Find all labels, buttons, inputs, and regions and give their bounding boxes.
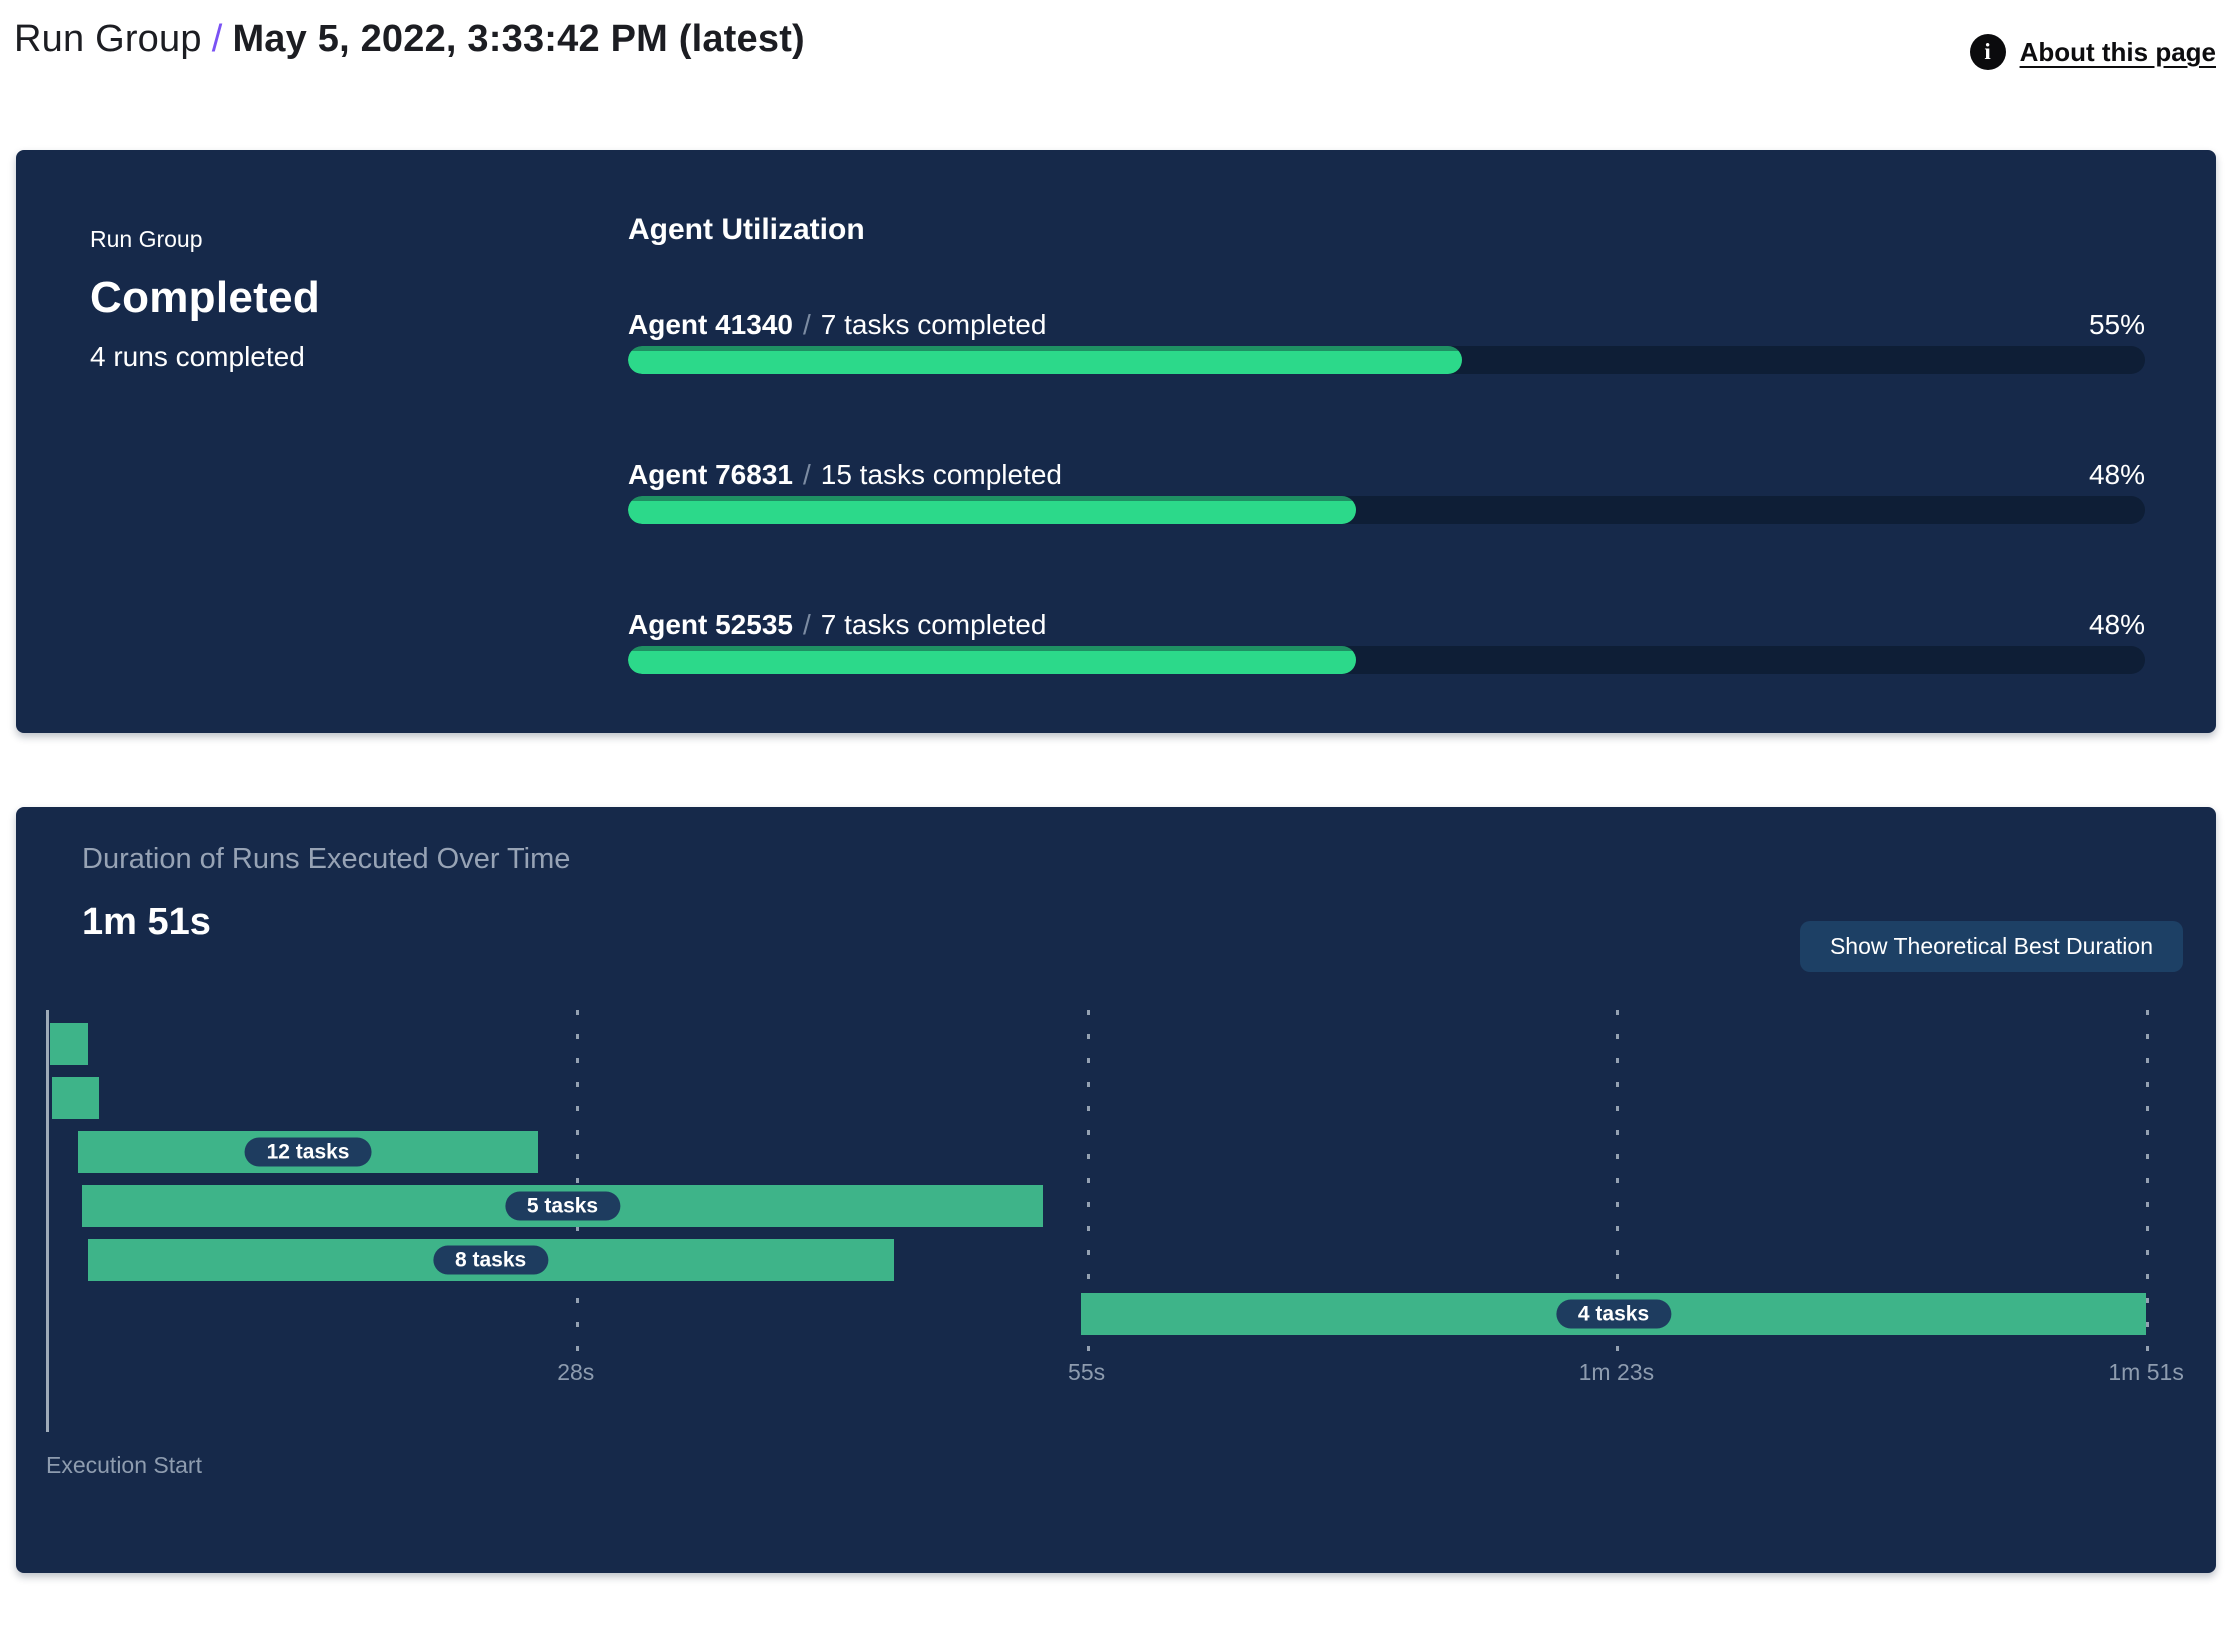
duration-chart-panel: Duration of Runs Executed Over Time 1m 5… (16, 807, 2216, 1573)
show-theoretical-best-duration-button[interactable]: Show Theoretical Best Duration (1799, 921, 2183, 972)
breadcrumb-current-run: May 5, 2022, 3:33:42 PM (latest) (232, 18, 805, 60)
agent-separator: / (802, 309, 811, 340)
run-duration-bar[interactable]: 12 tasks (78, 1131, 538, 1173)
run-duration-bar[interactable] (51, 1077, 99, 1119)
agent-utilization-track (628, 496, 2145, 524)
agent-row: Agent 52535 / 7 tasks completed 48% (628, 608, 2145, 674)
run-duration-bar[interactable]: 8 tasks (87, 1239, 894, 1281)
duration-chart-title: Duration of Runs Executed Over Time (82, 843, 571, 875)
task-count-pill: 12 tasks (244, 1137, 372, 1167)
gantt-chart: Execution Start 28s 55s 1m 23s 1m 51s 12 tas… (16, 807, 2216, 1573)
agent-separator: / (802, 459, 811, 490)
agent-label: Agent 76831 / 15 tasks completed (628, 458, 1062, 492)
x-axis-tick-label: 55s (1068, 1359, 1106, 1385)
x-axis-tick-label: 1m 51s (2108, 1359, 2184, 1385)
agent-id: Agent 41340 (628, 309, 793, 340)
task-count-pill: 4 tasks (1555, 1299, 1672, 1329)
runs-completed-count: 4 runs completed (90, 341, 305, 372)
execution-start-label: Execution Start (46, 1452, 202, 1478)
task-count-pill: 5 tasks (504, 1191, 621, 1221)
agent-utilization-fill (628, 496, 1357, 524)
agent-label-line: Agent 76831 / 15 tasks completed 48% (628, 458, 2145, 492)
agent-row: Agent 41340 / 7 tasks completed 55% (628, 308, 2145, 374)
run-duration-bar[interactable] (49, 1023, 88, 1065)
agent-tasks-completed: 7 tasks completed (820, 609, 1047, 640)
gridline (1616, 1010, 1620, 1352)
agent-utilization-track (628, 646, 2145, 674)
agent-id: Agent 52535 (628, 609, 793, 640)
x-axis-tick-label: 1m 23s (1578, 1359, 1655, 1385)
info-icon: i (1969, 34, 2006, 70)
agent-tasks-completed: 15 tasks completed (820, 459, 1062, 490)
agent-label: Agent 41340 / 7 tasks completed (628, 308, 1046, 342)
agent-label-line: Agent 41340 / 7 tasks completed 55% (628, 308, 2145, 342)
about-this-page-link[interactable]: About this page (2019, 36, 2216, 67)
task-count-pill: 8 tasks (432, 1245, 549, 1275)
agent-utilization-percent: 48% (2088, 459, 2145, 490)
agent-utilization-fill (628, 346, 1463, 374)
agent-utilization-percent: 55% (2088, 309, 2145, 340)
run-duration-bar[interactable]: 5 tasks (81, 1185, 1044, 1227)
agent-row: Agent 76831 / 15 tasks completed 48% (628, 458, 2145, 524)
agent-utilization-percent: 48% (2088, 609, 2145, 640)
about-this-page: i About this page (1969, 12, 2220, 70)
total-duration-value: 1m 51s (82, 901, 211, 943)
gridline (2146, 1010, 2150, 1352)
run-group-summary: Run Group Completed 4 runs completed (16, 150, 628, 733)
run-group-label: Run Group (90, 226, 203, 252)
y-axis-line (46, 1010, 49, 1432)
gridline (1086, 1010, 1090, 1352)
agent-id: Agent 76831 (628, 459, 793, 490)
page-header: Run Group / May 5, 2022, 3:33:42 PM (lates… (0, 0, 2240, 150)
gridline (575, 1010, 579, 1352)
run-duration-bar[interactable]: 4 tasks (1080, 1293, 2147, 1335)
agent-utilization-title: Agent Utilization (628, 213, 865, 246)
agent-label: Agent 52535 / 7 tasks completed (628, 608, 1046, 642)
x-axis-tick-label: 28s (557, 1359, 595, 1385)
run-group-panel: Run Group Completed 4 runs completed Age… (16, 150, 2216, 733)
agent-utilization-section: Agent Utilization Agent 41340 / 7 tasks co… (628, 150, 2216, 733)
run-group-status: Completed (90, 273, 321, 322)
agent-label-line: Agent 52535 / 7 tasks completed 48% (628, 608, 2145, 642)
page-title: Run Group / May 5, 2022, 3:33:42 PM (lates… (14, 12, 805, 61)
breadcrumb-run-group[interactable]: Run Group (14, 18, 202, 60)
agent-utilization-fill (628, 646, 1357, 674)
agent-tasks-completed: 7 tasks completed (820, 309, 1047, 340)
agent-utilization-track (628, 346, 2145, 374)
breadcrumb-separator: / (211, 18, 223, 60)
agent-separator: / (802, 609, 811, 640)
